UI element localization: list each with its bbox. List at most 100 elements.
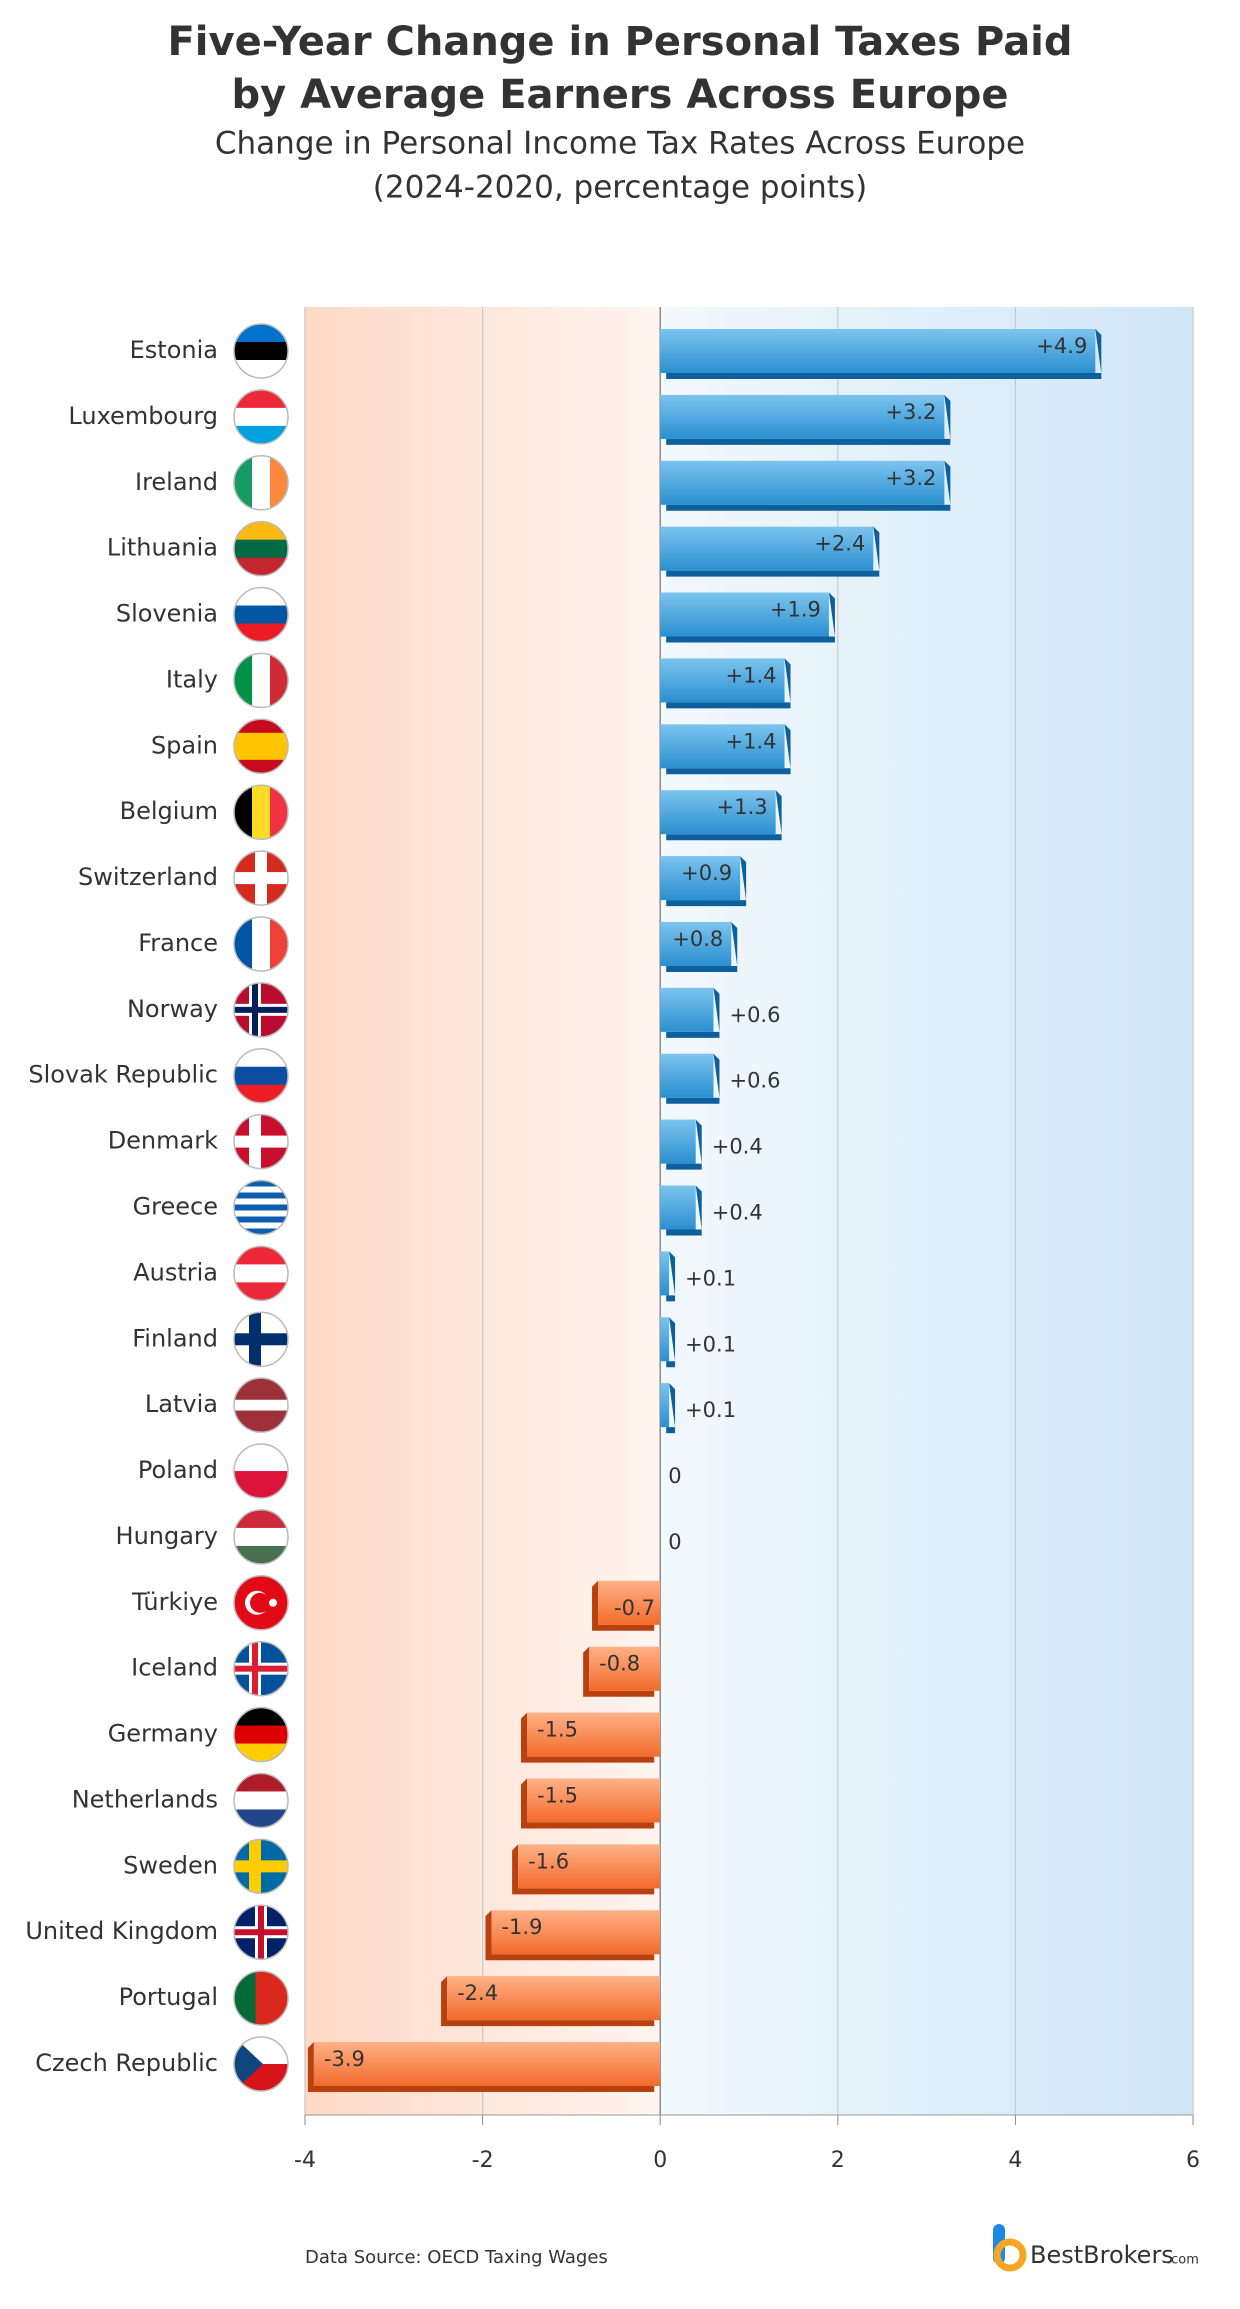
flag-stripe (234, 1773, 288, 1792)
flag-border (233, 1311, 289, 1368)
flag-stripe (234, 1421, 288, 1433)
flag-cross (234, 1929, 288, 1936)
value-label: -0.8 (599, 1652, 640, 1676)
y-tick-label: Türkiye (131, 1588, 218, 1616)
value-label: -0.7 (614, 1596, 655, 1620)
flag-stripe (234, 1204, 288, 1211)
bar (660, 592, 829, 637)
logo-text: BestBrokers (1030, 2241, 1174, 2269)
flag (234, 455, 288, 510)
chart-title: by Average Earners Across Europe (231, 72, 1008, 118)
y-tick-label: Lithuania (107, 534, 218, 562)
value-label: +0.4 (712, 1201, 763, 1225)
bar (660, 790, 776, 835)
flag-stripe (252, 916, 271, 971)
flag-stripe (270, 916, 288, 971)
bar (660, 1185, 696, 1230)
flag-border (233, 850, 289, 906)
bar-side (666, 658, 791, 709)
y-tick-label: Poland (138, 1456, 218, 1484)
flag (234, 521, 288, 576)
y-tick-label: Italy (166, 665, 218, 693)
flag-stripe (234, 1066, 288, 1086)
logo-mark (993, 2238, 1027, 2272)
flag-border (233, 784, 289, 840)
bar (660, 987, 714, 1032)
flag-stripe (277, 1971, 288, 2026)
flag-cross (234, 1135, 288, 1148)
flag-cross (234, 1860, 288, 1873)
y-tick-label: Luxembourg (68, 402, 218, 430)
flag-border (233, 652, 289, 709)
bar-side (666, 921, 738, 972)
flag-border (233, 520, 289, 577)
y-tick-label: Sweden (123, 1851, 218, 1879)
flag-stripe (234, 1084, 288, 1103)
value-label: +1.9 (770, 598, 821, 622)
x-tick-label: 0 (653, 2148, 667, 2173)
value-label: 0 (668, 1530, 681, 1554)
flag-border (233, 323, 289, 379)
flag-stripe (234, 1707, 288, 1727)
bar (660, 1317, 670, 1362)
bar-side (521, 1712, 655, 1763)
flag-border (233, 1772, 289, 1829)
y-tick-label: Ireland (135, 468, 218, 496)
flag-star (269, 1598, 277, 1607)
bar (660, 921, 732, 966)
flag-stripe (270, 653, 288, 708)
flag-stripe (234, 1210, 288, 1217)
flag-border (233, 1377, 289, 1433)
value-label: +0.1 (685, 1266, 736, 1290)
value-label: +0.8 (672, 927, 723, 951)
flag-stripe (234, 1282, 288, 1301)
flag-stripe (252, 785, 271, 840)
flag-stripe (234, 916, 253, 971)
flag (234, 1971, 288, 2026)
bar (660, 460, 945, 505)
bar-side (441, 1976, 655, 2027)
bar-side (666, 329, 1102, 379)
bar (660, 1251, 670, 1296)
value-label: -1.9 (501, 1915, 542, 1939)
flag-stripe (270, 785, 288, 840)
flag-border (233, 1575, 289, 1631)
bar (660, 329, 1096, 373)
value-label: +0.9 (681, 861, 732, 885)
bar-side (307, 2042, 655, 2092)
flag-border (233, 1509, 289, 1565)
flag-border (233, 1245, 289, 1302)
flag-stripe (234, 455, 253, 510)
y-tick-label: Estonia (130, 336, 218, 364)
flag-stripe (234, 1222, 288, 1229)
bar (598, 1580, 661, 1625)
value-label: -1.6 (528, 1849, 569, 1873)
flag-stripe (234, 623, 288, 642)
value-label: +1.3 (717, 795, 768, 819)
value-label: -1.5 (537, 1783, 578, 1807)
flag-stripe (234, 1186, 288, 1193)
value-label: -1.5 (537, 1718, 578, 1742)
flag-stripe (234, 342, 288, 361)
flag-border (233, 1443, 289, 1499)
flag-border (233, 916, 289, 972)
bar-side (512, 1844, 655, 1895)
flag-stripe (266, 1971, 278, 2026)
flag (234, 1180, 288, 1235)
y-tick-label: Finland (132, 1324, 218, 1352)
bar (527, 1778, 661, 1823)
bar (660, 724, 785, 769)
flag (234, 785, 288, 840)
bar (313, 2042, 661, 2086)
flag-stripe (234, 785, 253, 840)
bar-side (666, 1185, 702, 1236)
bar (527, 1712, 661, 1757)
bar (660, 1119, 696, 1164)
flag-stripe (234, 539, 288, 559)
x-tick-label: -2 (472, 2148, 494, 2173)
flag-stripe (234, 1527, 288, 1547)
logo-suffix: .com (1167, 2253, 1199, 2268)
flag (234, 653, 288, 708)
flag-stripe (234, 1180, 288, 1187)
flag (234, 916, 288, 971)
